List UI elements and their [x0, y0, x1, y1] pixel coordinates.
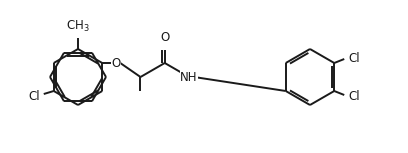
- Text: Cl: Cl: [348, 52, 360, 65]
- Text: O: O: [160, 31, 169, 44]
- Text: O: O: [112, 56, 121, 69]
- Text: NH: NH: [180, 71, 198, 84]
- Text: CH$_3$: CH$_3$: [66, 19, 90, 34]
- Text: Cl: Cl: [28, 90, 40, 103]
- Text: Cl: Cl: [348, 90, 360, 103]
